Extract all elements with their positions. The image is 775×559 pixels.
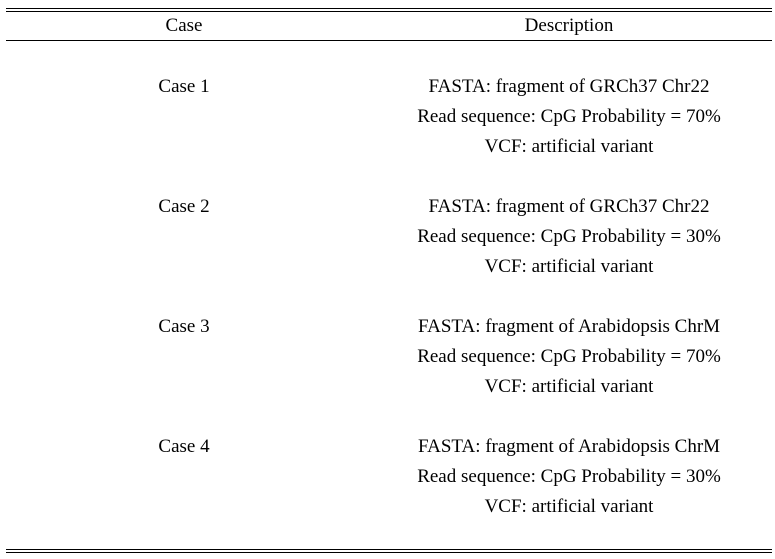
table-row: Case 4 FASTA: fragment of Arabidopsis Ch… [0,432,775,522]
description-line-vcf: VCF: artificial variant [484,376,654,397]
top-rule-outer [6,8,772,9]
case-description: FASTA: fragment of Arabidopsis ChrM Read… [368,432,770,522]
table-row: Case 1 FASTA: fragment of GRCh37 Chr22 R… [0,72,775,162]
case-description: FASTA: fragment of GRCh37 Chr22 Read seq… [368,192,770,282]
description-line-fasta: FASTA: fragment of Arabidopsis ChrM [417,316,721,337]
column-header-case: Case [165,15,203,36]
bottom-rule-inner [6,549,772,550]
case-description: FASTA: fragment of Arabidopsis ChrM Read… [368,312,770,402]
bottom-rule-outer [6,552,772,553]
description-line-read-sequence: Read sequence: CpG Probability = 30% [417,466,721,487]
description-line-read-sequence: Read sequence: CpG Probability = 70% [417,346,721,367]
description-line-read-sequence: Read sequence: CpG Probability = 70% [417,106,721,127]
table-row: Case 3 FASTA: fragment of Arabidopsis Ch… [0,312,775,402]
header-rule [6,40,772,41]
description-line-vcf: VCF: artificial variant [484,496,654,517]
top-rule-inner [6,11,772,12]
case-description: FASTA: fragment of GRCh37 Chr22 Read seq… [368,72,770,162]
case-label: Case 3 [158,316,210,337]
description-line-fasta: FASTA: fragment of GRCh37 Chr22 [428,196,710,217]
description-line-fasta: FASTA: fragment of GRCh37 Chr22 [428,76,710,97]
case-label: Case 2 [158,196,210,217]
case-label: Case 1 [158,76,210,97]
table-row: Case 2 FASTA: fragment of GRCh37 Chr22 R… [0,192,775,282]
description-line-vcf: VCF: artificial variant [484,136,654,157]
case-label: Case 4 [158,436,210,457]
description-line-vcf: VCF: artificial variant [484,256,654,277]
description-line-read-sequence: Read sequence: CpG Probability = 30% [417,226,721,247]
description-line-fasta: FASTA: fragment of Arabidopsis ChrM [417,436,721,457]
column-header-description: Description [524,15,614,36]
